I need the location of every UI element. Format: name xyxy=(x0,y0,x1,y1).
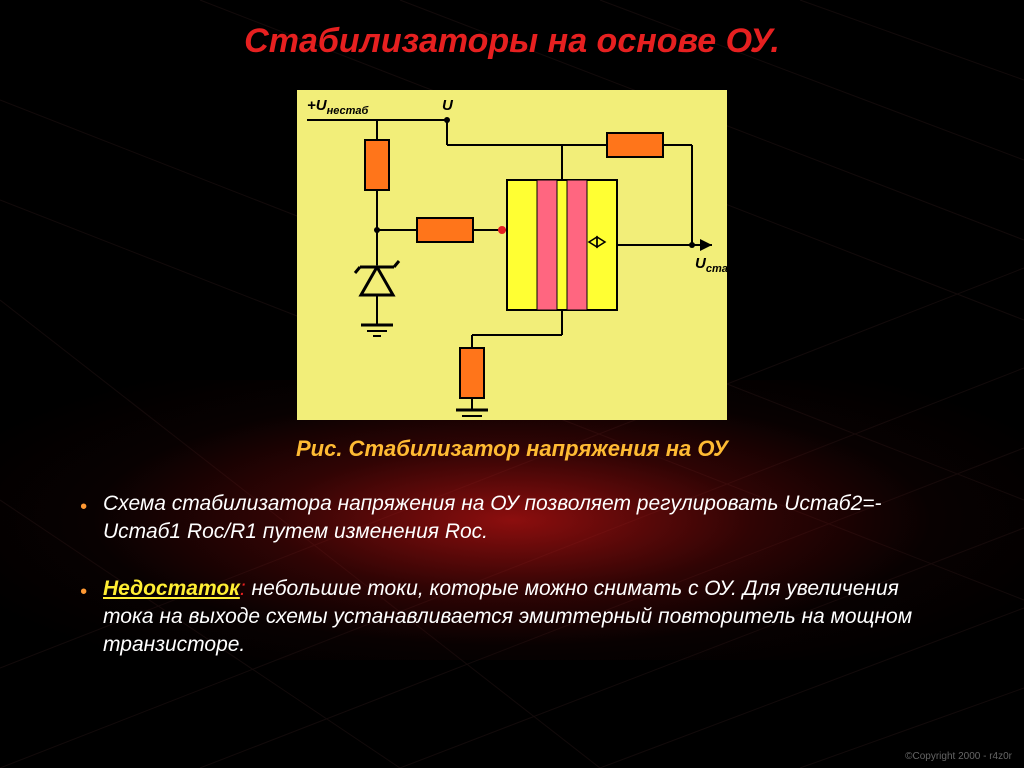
bullet-text: Схема стабилизатора напряжения на ОУ поз… xyxy=(103,490,944,547)
bullet-text: Недостаток: небольшие токи, которые можн… xyxy=(103,575,944,660)
figure-caption: Рис. Стабилизатор напряжения на ОУ xyxy=(0,436,1024,462)
bullet-dot-icon: • xyxy=(80,494,87,521)
bullet-item: • Недостаток: небольшие токи, которые мо… xyxy=(80,575,944,660)
copyright-footer: ©Copyright 2000 - r4z0r xyxy=(905,751,1012,762)
bullet-item: • Схема стабилизатора напряжения на ОУ п… xyxy=(80,490,944,547)
bullet-term: Недостаток xyxy=(103,577,240,600)
title-text: Стабилизаторы на основе ОУ. xyxy=(244,22,780,60)
svg-text:U: U xyxy=(442,97,454,114)
slide-title: Стабилизаторы на основе ОУ. xyxy=(0,22,1024,61)
circuit-svg: +UнестабUUстаб xyxy=(297,90,727,420)
circuit-diagram: +UнестабUUстаб xyxy=(297,90,727,425)
caption-text: Рис. Стабилизатор напряжения на ОУ xyxy=(296,436,728,461)
bullet-dot-icon: • xyxy=(80,579,87,606)
bullet-list: • Схема стабилизатора напряжения на ОУ п… xyxy=(80,490,944,688)
